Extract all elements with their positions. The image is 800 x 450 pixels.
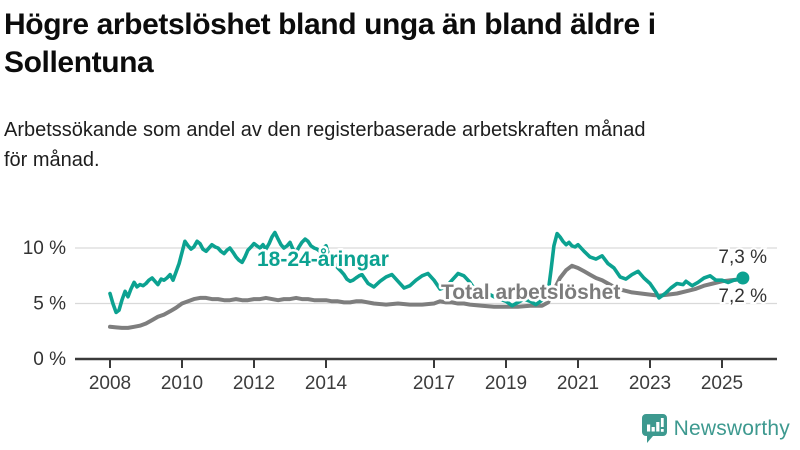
chart-subtitle: Arbetssökande som andel av den registerb…	[4, 119, 646, 171]
end-value-label: 7,3 %	[718, 247, 767, 268]
series-end-dot	[736, 271, 750, 285]
series-label: Total arbetslöshet	[441, 281, 620, 304]
y-axis-tick-label: 0 %	[33, 349, 66, 370]
series-label: 18-24-åringar	[257, 248, 389, 271]
newsworthy-wordmark: Newsworthy	[673, 417, 790, 440]
x-axis-tick-label: 2010	[161, 373, 203, 394]
x-axis-tick-label: 2008	[89, 373, 131, 394]
x-axis-tick-label: 2014	[305, 373, 348, 394]
x-axis-tick-label: 2023	[629, 373, 671, 394]
x-axis-tick-label: 2012	[233, 373, 275, 394]
chart-title: Högre arbetslöshet bland unga än bland ä…	[4, 8, 656, 79]
x-axis-tick-label: 2021	[557, 373, 599, 394]
series-line-young	[108, 230, 745, 315]
x-axis-tick-label: 2017	[413, 373, 455, 394]
x-axis-tick-label: 2025	[701, 373, 743, 394]
series-line-total	[108, 263, 745, 330]
y-axis-tick-label: 10 %	[23, 238, 66, 259]
x-axis-tick-label: 2019	[485, 373, 527, 394]
newsworthy-icon	[641, 414, 667, 443]
newsworthy-logo: Newsworthy	[641, 414, 790, 444]
y-axis-tick-label: 5 %	[33, 294, 66, 315]
end-value-label: 7,2 %	[718, 286, 767, 307]
